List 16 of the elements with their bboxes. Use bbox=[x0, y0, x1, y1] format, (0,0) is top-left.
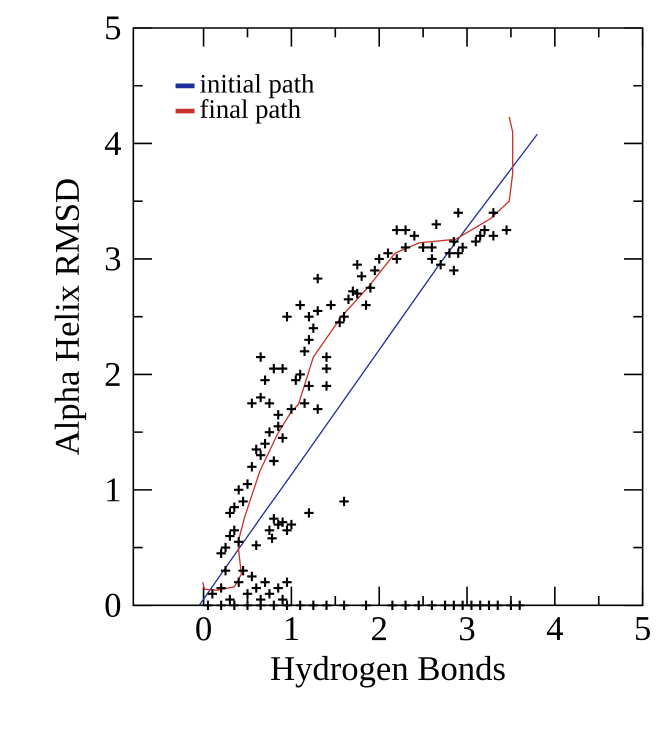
x-tick-label: 3 bbox=[460, 617, 474, 640]
legend-label: final path bbox=[200, 99, 301, 124]
x-tick-label: 0 bbox=[196, 617, 211, 641]
y-tick-label: 3 bbox=[106, 247, 120, 271]
legend-label: initial path bbox=[200, 74, 314, 98]
x-tick-label: 4 bbox=[546, 617, 563, 640]
x-tick-label: 5 bbox=[636, 617, 650, 640]
y-axis-title: Alpha Helix RMSD bbox=[54, 179, 86, 455]
x-tick-label: 1 bbox=[286, 617, 298, 640]
y-tick-label: 5 bbox=[106, 16, 120, 40]
y-tick-label: 4 bbox=[104, 132, 121, 155]
y-tick-label: 1 bbox=[107, 478, 120, 502]
x-axis-title: Hydrogen Bonds bbox=[271, 656, 505, 688]
x-tick-label: 2 bbox=[372, 617, 386, 640]
y-tick-label: 2 bbox=[106, 362, 120, 386]
y-tick-label: 0 bbox=[105, 594, 120, 618]
